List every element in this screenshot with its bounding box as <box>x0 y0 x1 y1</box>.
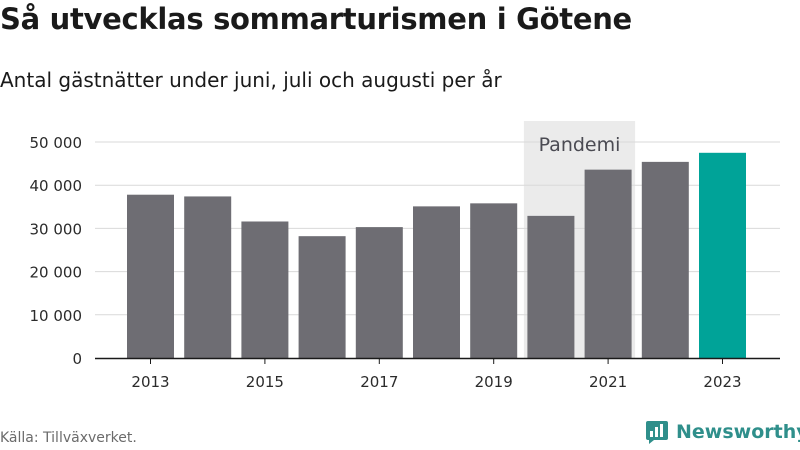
x-tick-label: 2021 <box>589 373 627 391</box>
bar-2022 <box>641 161 689 358</box>
bar-2020 <box>527 215 575 358</box>
y-tick-label: 0 <box>72 350 82 368</box>
newsworthy-logo-icon <box>646 421 668 444</box>
brand-name: Newsworthy <box>676 421 800 443</box>
x-tick-label: 2013 <box>131 373 169 391</box>
pandemic-label: Pandemi <box>539 134 621 156</box>
x-tick-label: 2023 <box>703 373 741 391</box>
source-note: Källa: Tillväxverket. <box>0 430 137 446</box>
chart-subtitle: Antal gästnätter under juni, juli och au… <box>0 68 502 92</box>
bar-2016 <box>298 236 346 358</box>
y-tick-label: 50 000 <box>30 134 83 152</box>
y-tick-label: 10 000 <box>30 307 83 325</box>
x-tick-label: 2017 <box>360 373 398 391</box>
y-tick-label: 20 000 <box>30 264 83 282</box>
bar-2018 <box>413 206 460 358</box>
bar-chart: 0 10 000 20 000 30 000 40 000 50 000 Pandemi 20… <box>30 121 780 391</box>
newsworthy-logo: Newsworthy <box>645 420 800 444</box>
y-tick-label: 30 000 <box>30 220 83 238</box>
x-tick-label: 2019 <box>475 373 513 391</box>
bar-2015 <box>241 221 289 358</box>
chart-title: Så utvecklas sommarturismen i Götene <box>0 2 632 36</box>
bar-2017 <box>355 227 403 358</box>
x-tick-label: 2015 <box>246 373 284 391</box>
bar-2023 <box>699 152 746 358</box>
bar-2021 <box>584 169 632 358</box>
y-tick-label: 40 000 <box>30 177 83 195</box>
bar-2019 <box>470 203 518 358</box>
bar-2014 <box>184 196 232 358</box>
bar-2013 <box>127 194 174 358</box>
